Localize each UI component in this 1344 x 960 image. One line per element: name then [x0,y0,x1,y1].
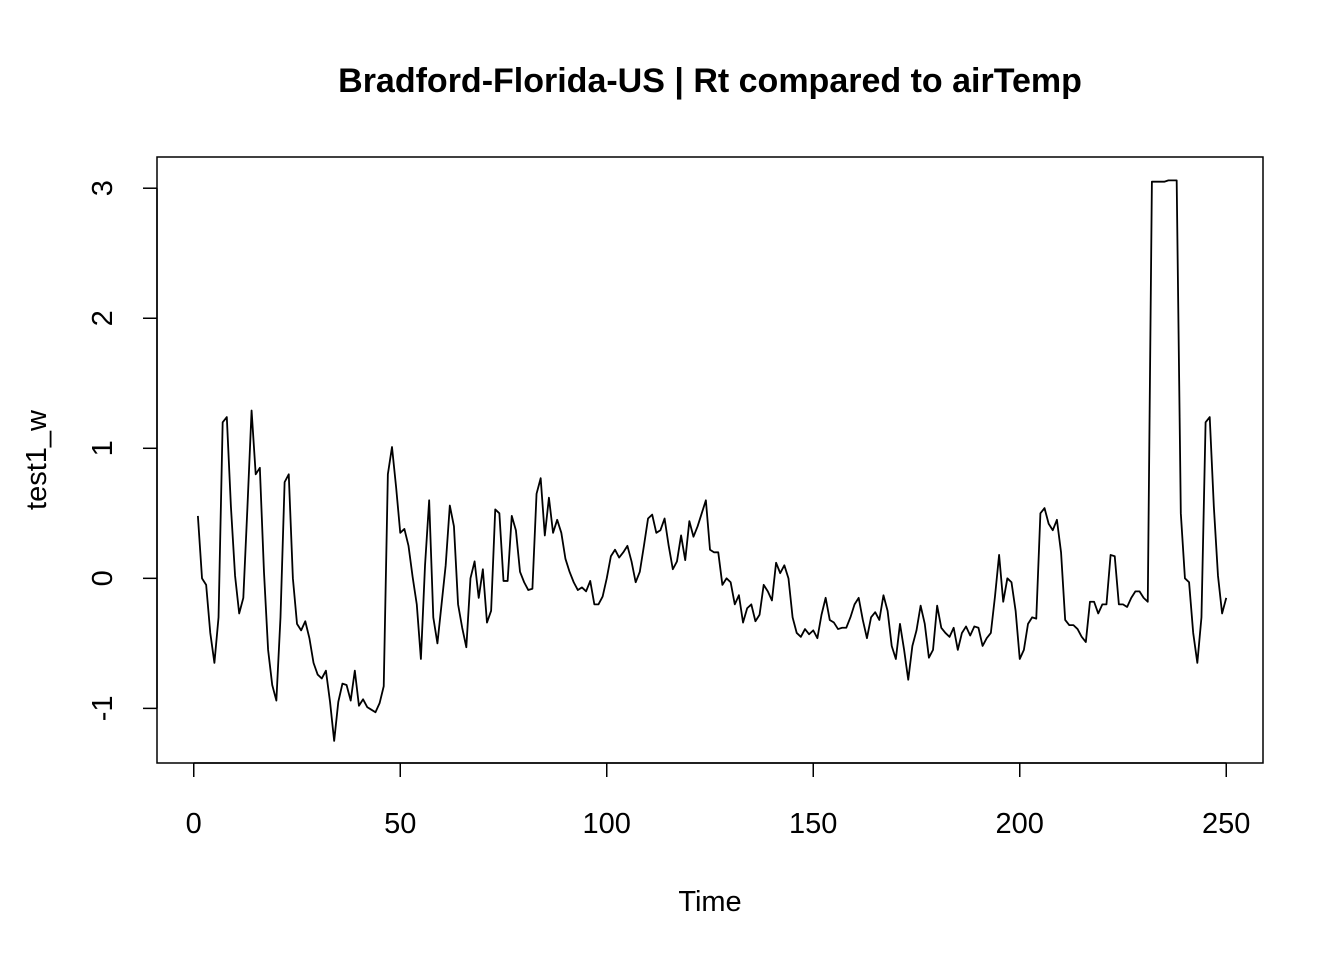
y-tick-label: 3 [87,180,119,196]
y-tick-label: 1 [87,440,119,456]
chart-title: Bradford-Florida-US | Rt compared to air… [338,62,1082,100]
x-tick-label: 150 [789,808,837,840]
series-line [196,179,1228,742]
y-tick-label: 2 [87,310,119,326]
x-axis: 0 50 100 150 200 250 [186,762,1250,840]
x-tick-label: 0 [186,808,202,840]
x-tick-label: 50 [384,808,416,840]
series-group [196,179,1228,742]
x-tick-label: 250 [1202,808,1250,840]
x-tick-label: 200 [996,808,1044,840]
y-tick-label: 0 [87,570,119,586]
y-axis: -1 0 1 2 3 [87,180,158,721]
x-tick-label: 100 [583,808,631,840]
x-axis-label: Time [678,886,741,918]
plot-frame [156,156,1264,764]
y-axis-label: test1_w [21,409,53,510]
y-tick-label: -1 [87,695,119,721]
